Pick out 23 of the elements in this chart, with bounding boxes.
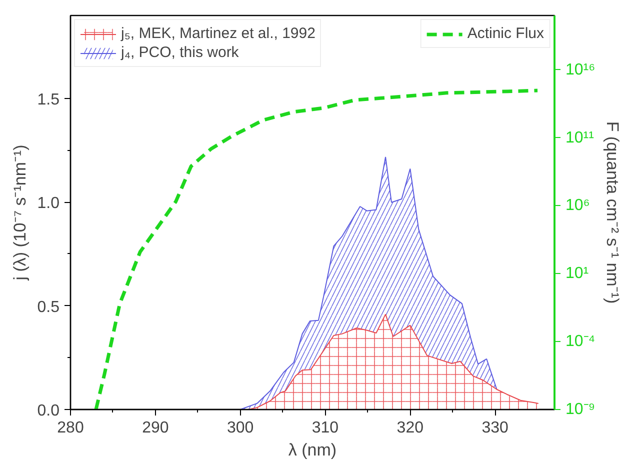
line-series (94, 88, 540, 410)
y2-tick-label: 10⁻⁹ (566, 401, 596, 418)
legend-label: j₄, PCO, this work (121, 44, 239, 61)
y2-tick-label: 10¹⁶ (566, 61, 596, 78)
x-tick-label: 290 (142, 420, 169, 436)
y-tick-label: 1.0 (37, 195, 60, 212)
x-tick-label: 300 (226, 420, 254, 436)
y-tick-label: 1.5 (37, 91, 60, 108)
y2-tick-label: 10⁻⁴ (566, 333, 596, 350)
y2-tick-label: 10¹ (566, 265, 589, 282)
legend-label: Actinic Flux (467, 25, 544, 42)
x-tick-label: 310 (312, 420, 339, 436)
y2-tick-label: 10⁶ (566, 197, 590, 214)
y-tick-label: 0.0 (37, 402, 60, 420)
y-axis-title: j (λ) (10⁻⁷ s⁻¹nm⁻¹) (10, 144, 30, 282)
y2-axis-title: F (quanta cm⁻² s⁻¹ nm⁻¹) (603, 121, 622, 304)
x-tick-label: 320 (396, 420, 424, 436)
y-tick-label: 0.5 (37, 298, 60, 316)
x-tick-label: 280 (57, 420, 84, 436)
x-axis-title: λ (nm) (288, 440, 337, 460)
legend-label: j₅, MEK, Martinez et al., 1992 (121, 25, 316, 42)
y2-tick-label: 10¹¹ (566, 129, 594, 146)
x-tick-label: 330 (482, 420, 509, 436)
